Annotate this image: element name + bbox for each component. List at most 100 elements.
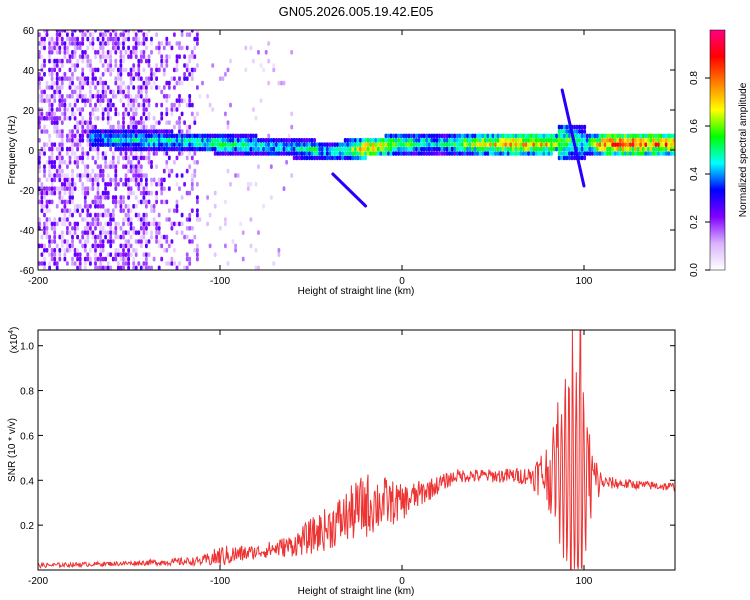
spectrogram-cell [104,41,107,46]
spectrogram-cell [96,256,100,262]
spectrogram-cell [86,54,90,59]
spectrogram-cell [481,133,485,139]
spectrogram-cell [185,133,189,139]
spectrogram-cell [241,146,245,152]
spectrogram-cell [43,116,46,121]
spectrogram-cell [96,36,100,42]
spectrogram-cell [506,133,510,139]
spectrogram-cell [86,252,90,257]
spectrogram-cell [106,54,110,59]
spectrogram-cell [94,50,97,55]
spectrogram-cell [514,146,518,152]
spectrogram-cell [328,151,332,156]
spectrogram-cell [117,261,120,266]
spectrogram-cell [101,107,105,112]
spectrogram-cell [621,138,625,143]
spectrogram-cell [60,234,64,240]
spectrogram-cell [48,107,51,112]
spectrogram-cell [422,151,426,156]
spectrogram-cell [208,146,212,152]
spectrogram-cell [106,67,110,73]
spectrogram-cell [514,151,518,156]
spectrogram-cell [624,146,627,152]
spectrogram-cell [127,85,130,90]
spectrogram-cell [160,234,164,240]
spectrogram-cell [134,133,138,139]
spectrogram-cell [81,85,85,90]
spectrogram-cell [101,63,105,68]
spectrogram-cell [147,63,151,68]
spectrogram-cell [608,142,612,147]
spectrogram-cell [86,221,90,227]
spectrogram-cell [509,142,513,147]
spectrogram-cell [78,107,82,112]
spectrogram-cell [157,243,161,249]
spectrogram-cell [361,151,365,156]
spectrogram-cell [216,138,220,143]
spectrogram-cell [48,67,51,73]
spectrogram-cell [529,138,533,143]
spectrogram-cell [89,41,92,46]
spectrogram-cell [519,151,523,156]
spectrogram-cell [60,133,64,139]
spectrogram-cell [73,221,77,227]
spectrogram-cell [356,138,360,143]
spectrogram-cell [111,177,115,183]
spectrogram-cell [137,133,141,139]
spectrogram-cell [315,151,319,156]
spectrogram-cell [40,208,44,213]
spectrogram-cell [38,98,41,103]
spectrogram-cell [127,72,130,77]
spectrogram-cell [155,120,158,125]
spectrogram-cell [415,138,418,143]
spectrogram-cell [180,45,184,51]
spectrogram-cell [127,186,130,191]
spectrogram-cell [178,261,181,266]
spectrogram-cell [193,234,197,240]
spectrogram-cell [132,85,136,90]
spectrogram-cell [341,142,344,147]
spectrogram-cell [226,146,230,152]
spectrogram-cell [346,151,350,156]
spectrogram-cell [134,182,138,187]
chart-title: GN05.2026.005.19.42.E05 [279,4,434,19]
spectrogram-cell [196,208,199,213]
spectrogram-cell [297,146,301,152]
spectrogram-cell [73,45,77,51]
spectrogram-cell [78,177,82,183]
spectrogram-cell [185,129,189,134]
spectrogram-cell [641,138,645,143]
spectrogram-cell [218,76,222,81]
spectrogram-cell [68,41,72,46]
spectrogram-cell [66,239,69,244]
spectrogram-cell [178,221,181,227]
spectrogram-cell [300,155,304,161]
spectrogram-cell [147,252,151,257]
spectrogram-cell [145,80,148,86]
spectrogram-cell [134,50,138,55]
spectrogram-cell [568,133,571,139]
spectrogram-cell [106,111,110,117]
spectrogram-cell [122,36,125,42]
spectrogram-cell [68,186,72,191]
spectrogram-cell [557,133,561,139]
spectrogram-cell [430,151,434,156]
spectrogram-cell [568,138,571,143]
spectrogram-cell [40,89,44,95]
spectrogram-cell [667,146,671,152]
spectrogram-cell [601,146,604,152]
spectrogram-cell [354,151,357,156]
spectrogram-cell [94,217,97,222]
spectrogram-cell [185,67,189,73]
spectrogram-cell [150,208,153,213]
spectrogram-cell [76,107,79,112]
spectrogram-cell [621,146,625,152]
spectrogram-cell [91,221,95,227]
spectrogram-cell [43,256,46,262]
spectrogram-cell [81,30,85,33]
spectrogram-cell [167,243,171,249]
spectrogram-cell [404,146,408,152]
spectrogram-cell [43,248,46,253]
spectrogram-cell [45,226,49,231]
spectrogram-cell [106,208,110,213]
